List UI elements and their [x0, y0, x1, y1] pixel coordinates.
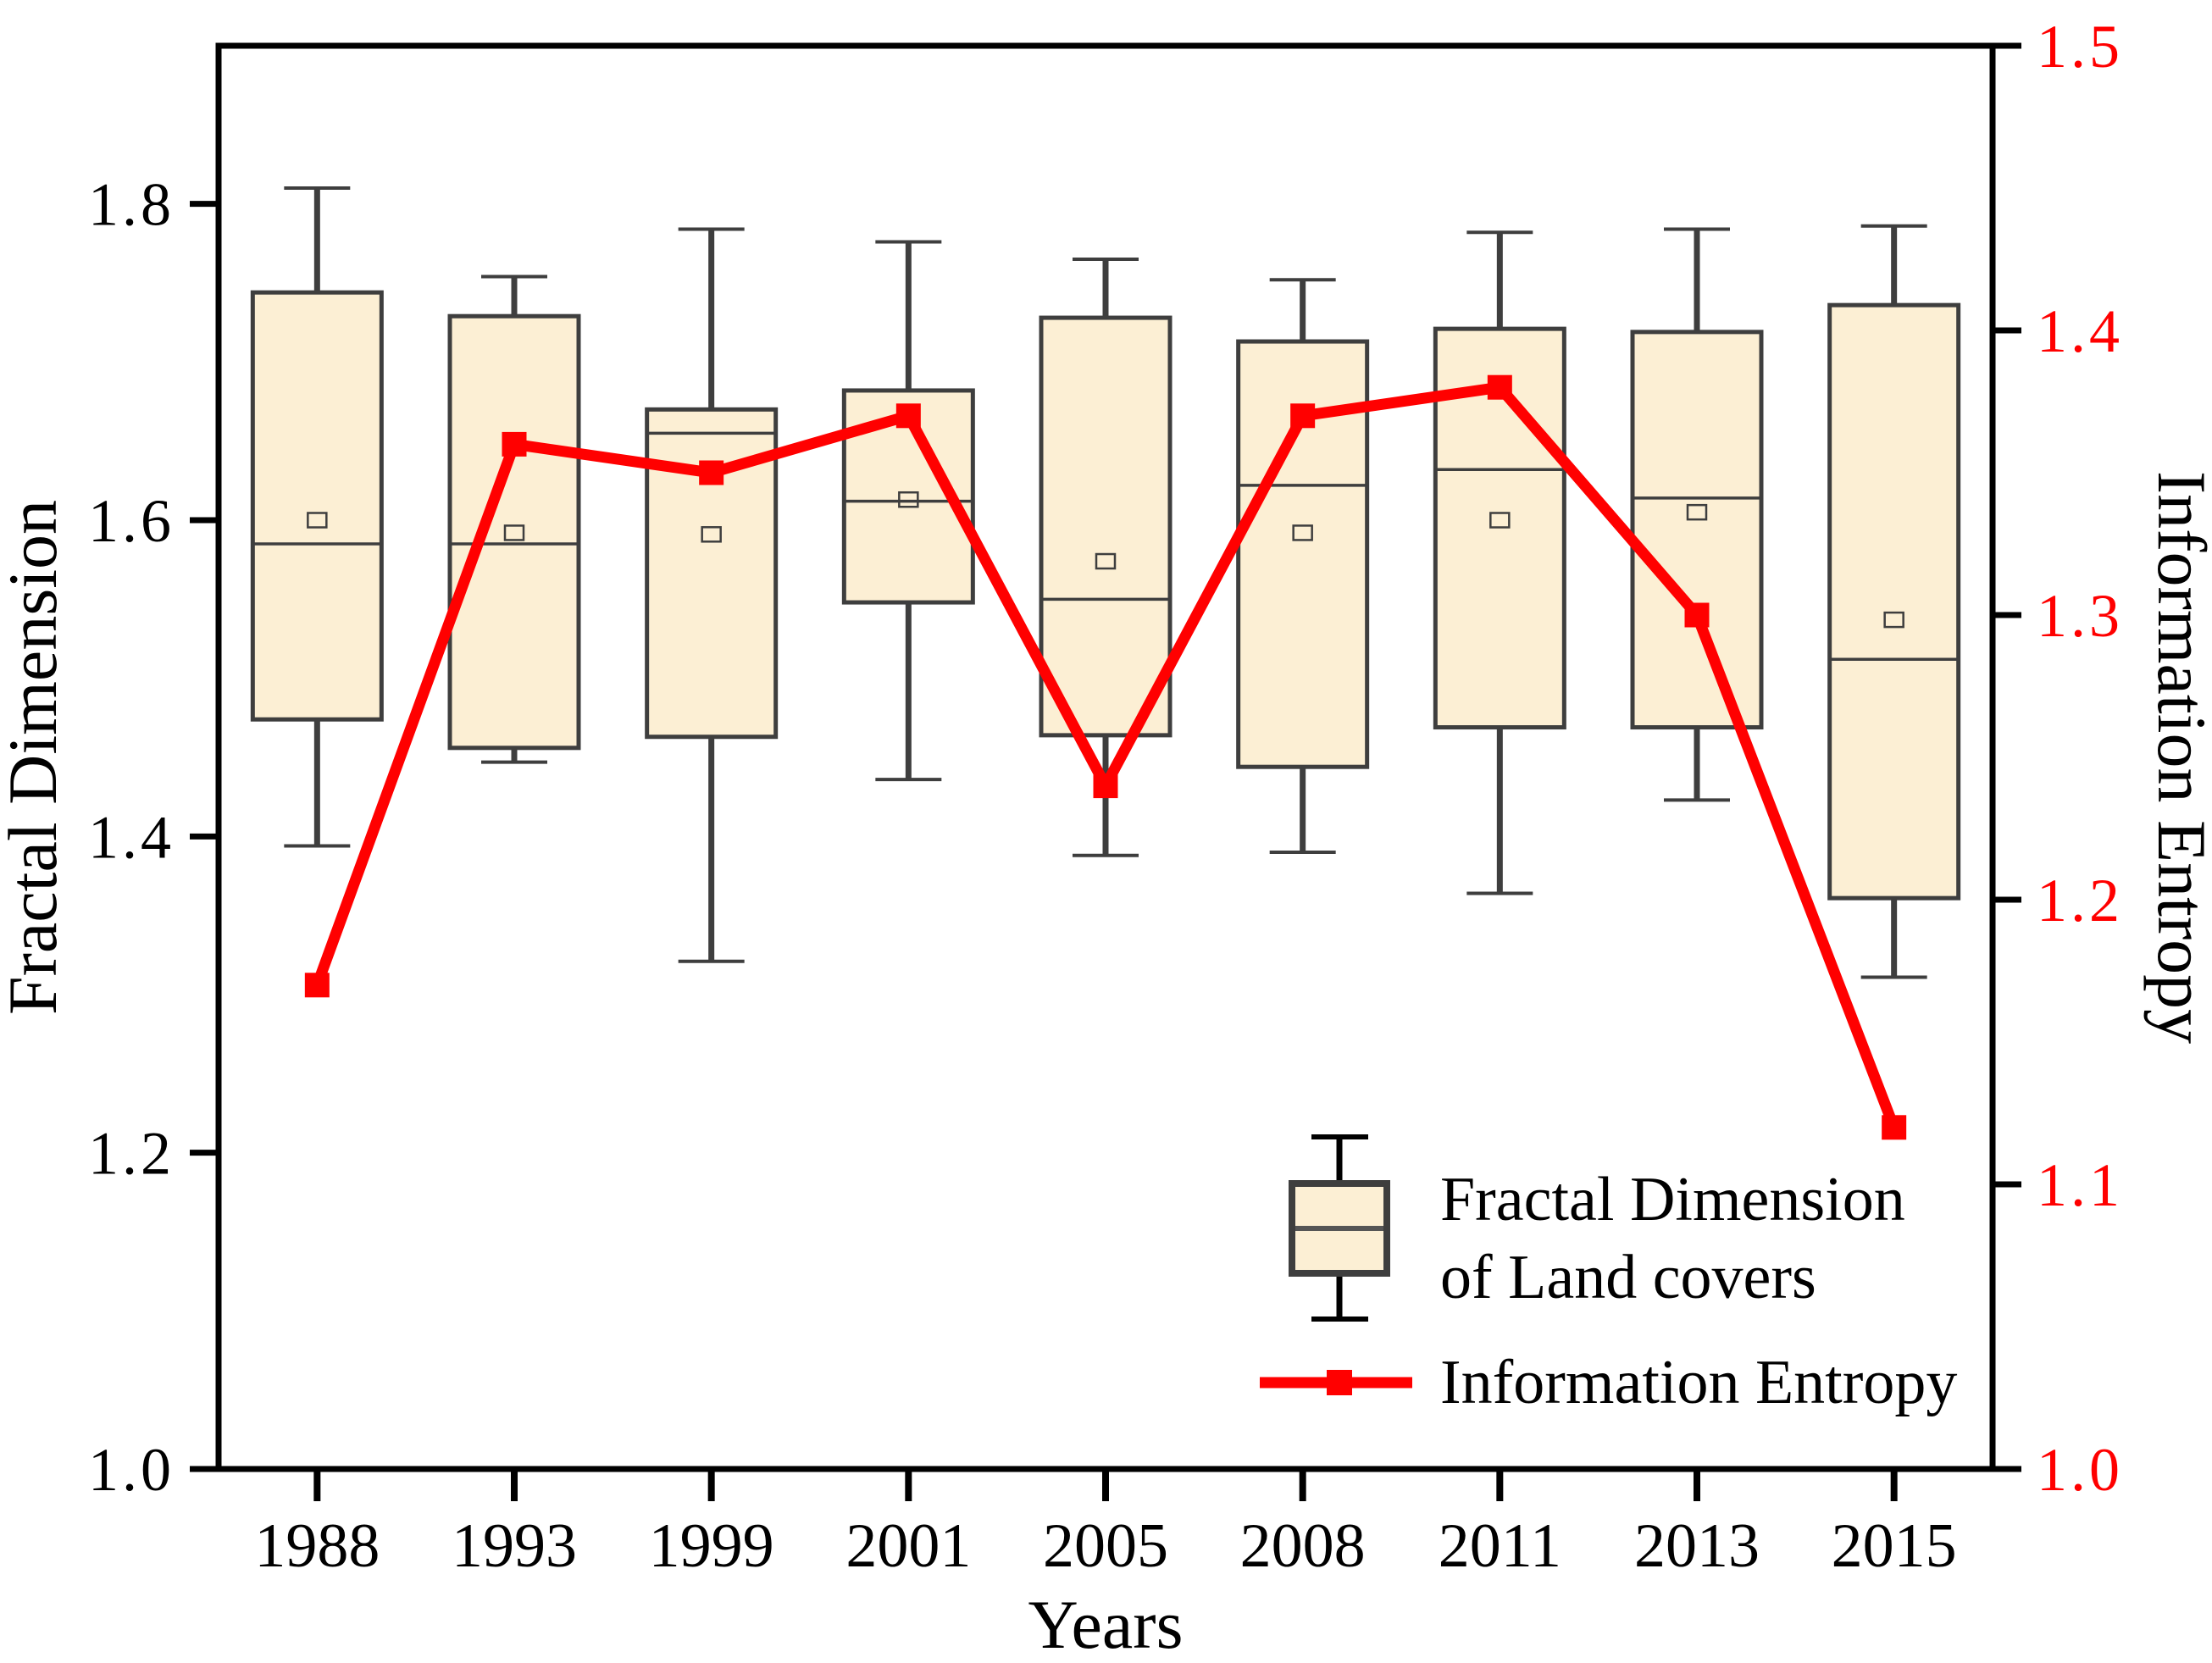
mean-marker-2008 — [1292, 524, 1313, 541]
box-2005 — [1039, 315, 1173, 738]
entropy-marker-2005 — [1093, 773, 1118, 799]
mean-marker-2001 — [898, 491, 919, 508]
x-axis-tick-label: 1993 — [452, 1511, 577, 1581]
x-axis-tick-label: 1988 — [254, 1511, 380, 1581]
legend-entropy-icon — [1260, 1370, 1412, 1395]
x-axis-tick-label: 2008 — [1240, 1511, 1366, 1581]
left-axis-title: Fractal Dimension — [0, 500, 71, 1015]
entropy-marker-2013 — [1684, 602, 1710, 628]
right-axis-tick-label: 1.3 — [2037, 582, 2123, 650]
entropy-marker-2001 — [895, 403, 921, 429]
entropy-marker-1988 — [304, 973, 330, 998]
x-axis-tick-label: 2005 — [1043, 1511, 1168, 1581]
x-axis-tick-label: 1999 — [649, 1511, 774, 1581]
left-axis-tick-label: 1.0 — [88, 1436, 175, 1504]
plot-dynamic-layer: 1.0 1.2 1.4 1.6 1.8 1.0 1.1 1.2 1.3 1.4 1.5 1988 199… — [88, 13, 2123, 1581]
legend-label-box-line1: Fractal Dimension — [1440, 1165, 1905, 1234]
left-axis-tick-label: 1.4 — [88, 803, 175, 871]
x-axis-tick-label: 2015 — [1832, 1511, 1957, 1581]
x-axis-tick-label: 2013 — [1634, 1511, 1760, 1581]
entropy-marker-2011 — [1487, 374, 1512, 400]
mean-marker-1988 — [307, 512, 328, 529]
mean-marker-2011 — [1489, 512, 1511, 529]
box-1988 — [250, 290, 384, 722]
left-axis-tick-label: 1.2 — [88, 1120, 175, 1188]
plot-frame — [215, 42, 1996, 1472]
right-axis-tick-label: 1.5 — [2037, 13, 2123, 80]
right-axis-tick-label: 1.2 — [2037, 867, 2123, 934]
legend-boxplot-icon — [1289, 1134, 1390, 1322]
x-axis-tick-label: 2001 — [845, 1511, 971, 1581]
left-axis-tick-label: 1.8 — [88, 171, 175, 239]
box-1993 — [447, 313, 581, 751]
mean-marker-2013 — [1686, 503, 1708, 521]
x-axis-title: Years — [1028, 1586, 1183, 1663]
mean-marker-2015 — [1883, 611, 1904, 629]
right-axis-tick-label: 1.4 — [2037, 297, 2123, 365]
entropy-marker-1999 — [699, 460, 724, 485]
box-2015 — [1827, 302, 1961, 901]
box-2013 — [1630, 330, 1764, 730]
mean-marker-1993 — [503, 524, 525, 541]
left-axis-tick-label: 1.6 — [88, 487, 175, 555]
entropy-marker-2015 — [1882, 1115, 1907, 1140]
legend-label-box-line2: of Land covers — [1440, 1243, 1816, 1312]
legend: Fractal Dimension of Land covers Informa… — [1260, 1134, 1957, 1417]
entropy-marker-2008 — [1290, 403, 1316, 429]
right-axis-tick-label: 1.1 — [2037, 1151, 2123, 1219]
right-axis-tick-label: 1.0 — [2037, 1436, 2123, 1504]
x-axis-tick-label: 2011 — [1439, 1511, 1561, 1581]
right-axis-title: Information Entropy — [2143, 471, 2212, 1044]
legend-label-entropy: Information Entropy — [1440, 1348, 1957, 1417]
mean-marker-1999 — [701, 526, 722, 543]
mean-marker-2005 — [1095, 552, 1117, 570]
entropy-marker-1993 — [502, 431, 527, 457]
